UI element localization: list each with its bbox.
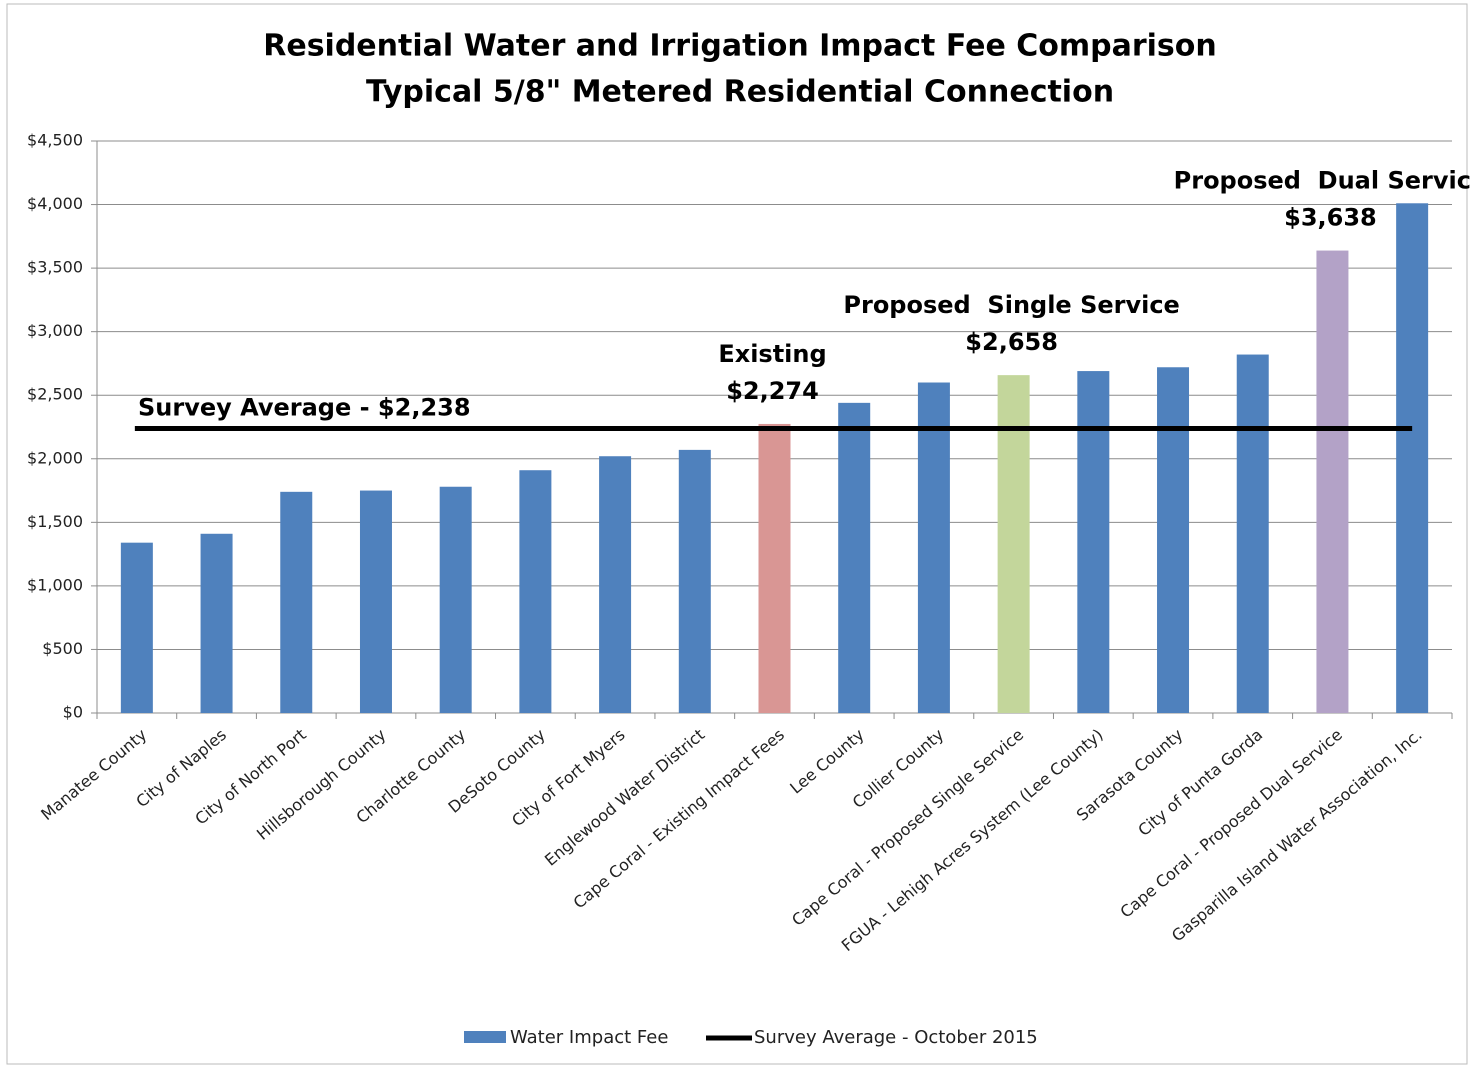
bar [280,491,313,713]
annotation: Proposed Dual Service [1174,167,1470,195]
x-tick-label: Englewood Water District [541,725,708,870]
bar [917,382,950,713]
legend-label: Water Impact Fee [510,1027,668,1048]
bar [1236,354,1269,713]
bar [838,402,871,713]
reference-label: Survey Average - $2,238 [138,394,471,422]
chart-frame [6,3,1468,1065]
bar [758,423,791,713]
y-tick-label: $3,000 [27,321,83,340]
value-label: $2,274 [726,377,819,405]
bar [439,486,472,713]
value-label: $2,658 [965,328,1058,356]
x-tick-label: Hillsborough County [253,725,389,844]
y-tick-label: $2,500 [27,385,83,404]
bar [678,449,711,713]
x-tick-label: Lee County [786,725,867,798]
bar [200,533,233,713]
bar [519,470,552,713]
y-tick-label: $1,500 [27,512,83,531]
value-label: $3,638 [1284,204,1377,232]
y-tick-label: $0 [63,703,83,722]
y-tick-label: $4,000 [27,194,83,213]
bar [1316,250,1349,714]
bar [997,375,1030,713]
chart-subtitle: Typical 5/8" Metered Residential Connect… [366,75,1114,110]
bar [359,490,392,713]
bar [1396,203,1429,714]
bar [1157,367,1190,713]
y-tick-label: $2,000 [27,448,83,467]
bar [599,456,632,713]
y-tick-label: $3,500 [27,258,83,277]
y-tick-label: $4,500 [27,131,83,150]
annotation: Proposed Single Service [843,291,1179,319]
x-tick-label: Manatee County [37,725,150,824]
annotation: Existing [718,340,826,368]
y-tick-label: $500 [42,639,83,658]
legend-label: Survey Average - October 2015 [754,1027,1038,1048]
chart-title: Residential Water and Irrigation Impact … [263,29,1217,64]
legend-swatch [464,1031,506,1043]
bar [120,542,153,713]
bar [1077,371,1110,713]
y-tick-label: $1,000 [27,575,83,594]
